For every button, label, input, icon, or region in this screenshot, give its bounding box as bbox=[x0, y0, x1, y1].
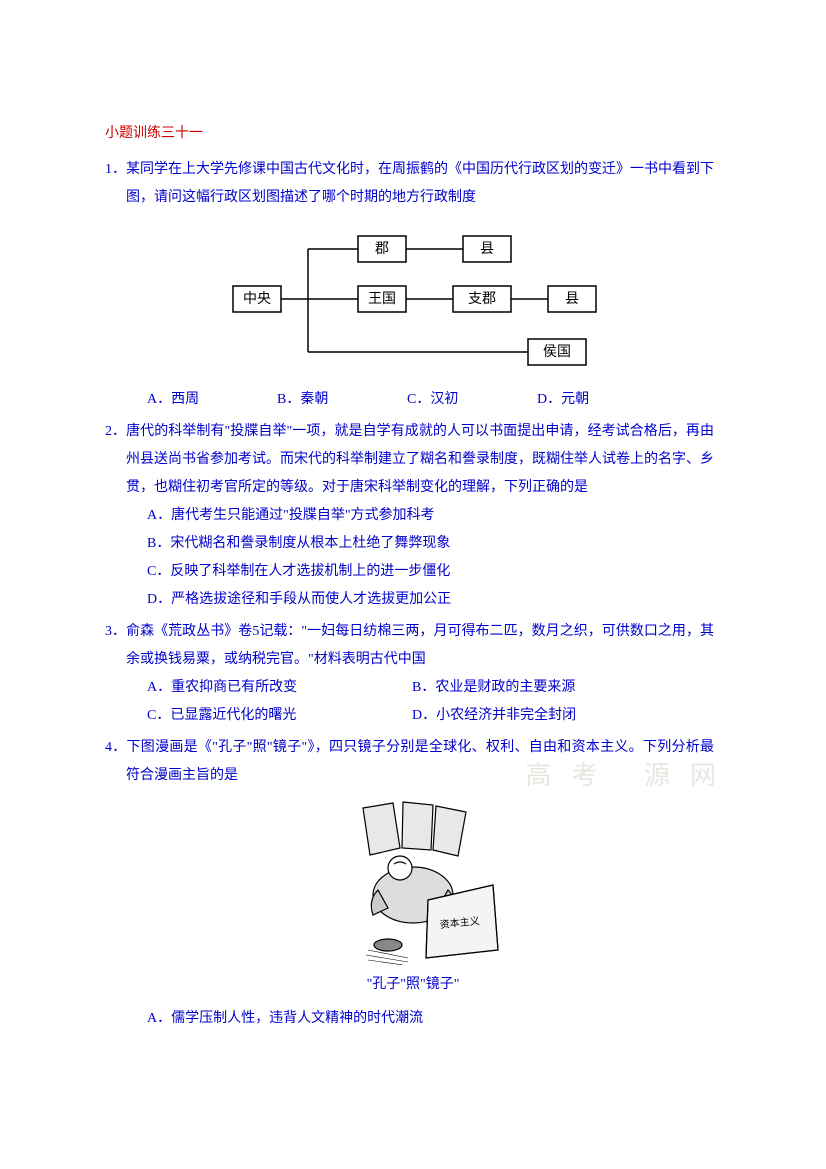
q3-opt-c: C．已显露近代化的曙光 bbox=[147, 702, 412, 730]
q3-options-row1: A．重农抑商已有所改变 B．农业是财政的主要来源 bbox=[105, 674, 721, 702]
q1-opt-d: D．元朝 bbox=[537, 386, 667, 414]
q2-opt-b: B．宋代糊名和誊录制度从根本上杜绝了舞弊现象 bbox=[105, 530, 721, 558]
q1-stem: 1．某同学在上大学先修课中国古代文化时，在周振鹤的《中国历代行政区划的变迁》一书… bbox=[105, 156, 721, 212]
q3-stem: 3．俞森《荒政丛书》卷5记载："一妇每日纺棉三两，月可得布二匹，数月之织，可供数… bbox=[105, 618, 721, 674]
q4-stem: 4．下图漫画是《"孔子"照"镜子"》，四只镜子分别是全球化、权利、自由和资本主义… bbox=[105, 734, 721, 790]
q2-opt-d: D．严格选拔途径和手段从而使人才选拔更加公正 bbox=[105, 586, 721, 614]
question-4: 4．下图漫画是《"孔子"照"镜子"》，四只镜子分别是全球化、权利、自由和资本主义… bbox=[105, 734, 721, 1033]
q1-diagram: .box { fill:#fff; stroke:#000; stroke-wi… bbox=[228, 224, 598, 374]
question-3: 3．俞森《荒政丛书》卷5记载："一妇每日纺棉三两，月可得布二匹，数月之织，可供数… bbox=[105, 618, 721, 730]
q2-opt-c: C．反映了科举制在人才选拔机制上的进一步僵化 bbox=[105, 558, 721, 586]
q4-cartoon: 资本主义 bbox=[308, 800, 518, 965]
question-1: 1．某同学在上大学先修课中国古代文化时，在周振鹤的《中国历代行政区划的变迁》一书… bbox=[105, 156, 721, 414]
q2-stem: 2．唐代的科举制有"投牒自举"一项，就是自学有成就的人可以书面提出申请，经考试合… bbox=[105, 418, 721, 502]
q3-opt-b: B．农业是财政的主要来源 bbox=[412, 674, 721, 702]
q1-opt-a: A．西周 bbox=[147, 386, 277, 414]
svg-text:郡: 郡 bbox=[375, 241, 389, 257]
q1-opt-c: C．汉初 bbox=[407, 386, 537, 414]
q4-opt-a: A．儒学压制人性，违背人文精神的时代潮流 bbox=[105, 1005, 721, 1033]
q3-opt-d: D．小农经济并非完全封闭 bbox=[412, 702, 721, 730]
svg-text:县: 县 bbox=[480, 242, 494, 257]
q3-options-row2: C．已显露近代化的曙光 D．小农经济并非完全封闭 bbox=[105, 702, 721, 730]
svg-text:县: 县 bbox=[565, 292, 579, 307]
question-2: 2．唐代的科举制有"投牒自举"一项，就是自学有成就的人可以书面提出申请，经考试合… bbox=[105, 418, 721, 614]
q1-opt-b: B．秦朝 bbox=[277, 386, 407, 414]
q3-opt-a: A．重农抑商已有所改变 bbox=[147, 674, 412, 702]
svg-text:王国: 王国 bbox=[368, 292, 396, 307]
q1-options: A．西周 B．秦朝 C．汉初 D．元朝 bbox=[105, 386, 721, 414]
svg-text:侯国: 侯国 bbox=[543, 344, 571, 360]
svg-text:中央: 中央 bbox=[243, 291, 271, 307]
svg-text:支郡: 支郡 bbox=[468, 291, 496, 307]
page-title: 小题训练三十一 bbox=[105, 120, 721, 148]
q2-opt-a: A．唐代考生只能通过"投牒自举"方式参加科考 bbox=[105, 502, 721, 530]
q4-caption: "孔子"照"镜子" bbox=[105, 971, 721, 999]
